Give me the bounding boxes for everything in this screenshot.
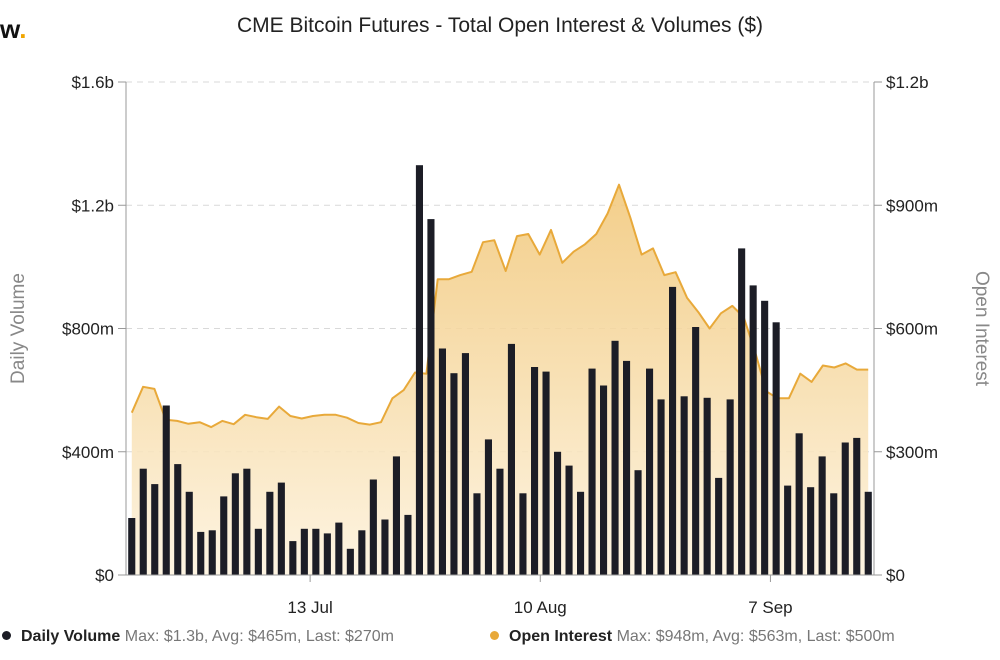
- volume-bar: [381, 519, 389, 575]
- volume-bar: [139, 468, 147, 575]
- left-tick-label: $400m: [62, 443, 114, 462]
- legend-item-daily-volume[interactable]: Daily Volume Max: $1.3b, Avg: $465m, Las…: [2, 628, 394, 646]
- volume-bar: [841, 442, 849, 575]
- volume-bar: [484, 439, 492, 575]
- volume-bar: [738, 248, 746, 575]
- brand-logo: w.: [0, 14, 27, 44]
- volume-bar: [358, 530, 366, 575]
- volume-bar: [864, 491, 872, 575]
- volume-bar: [335, 522, 343, 575]
- left-tick-label: $0: [95, 566, 114, 585]
- volume-bar: [577, 491, 585, 575]
- left-tick-label: $800m: [62, 320, 114, 339]
- volume-bar: [611, 340, 619, 575]
- volume-bar: [542, 371, 550, 575]
- volume-bar: [266, 491, 274, 575]
- volume-bar: [715, 477, 723, 575]
- left-tick-label: $1.6b: [71, 73, 114, 92]
- volume-bar: [634, 470, 642, 575]
- legend-item-open-interest[interactable]: Open Interest Max: $948m, Avg: $563m, La…: [490, 628, 895, 646]
- chart-title: CME Bitcoin Futures - Total Open Interes…: [237, 14, 763, 37]
- volume-bar: [588, 368, 596, 575]
- volume-bar: [461, 353, 469, 575]
- volume-bar: [289, 541, 297, 575]
- daily-volume-series: [128, 165, 872, 576]
- volume-bar: [657, 399, 665, 575]
- legend-dot-icon: [2, 630, 11, 640]
- legend-series-name: Open Interest: [509, 628, 613, 645]
- volume-bar: [519, 493, 527, 575]
- volume-bar: [404, 514, 412, 575]
- volume-bar: [554, 451, 562, 576]
- volume-bar: [369, 479, 377, 575]
- x-tick-label: 10 Aug: [514, 598, 567, 617]
- volume-bar: [565, 465, 573, 575]
- legend-series-stats: Max: $948m, Avg: $563m, Last: $500m: [616, 628, 895, 645]
- right-tick-label: $900m: [886, 196, 938, 215]
- left-axis-title: Daily Volume: [8, 273, 29, 384]
- volume-bar: [531, 367, 539, 575]
- volume-bar: [807, 487, 815, 575]
- volume-bar: [392, 456, 400, 575]
- volume-bar: [692, 327, 700, 575]
- x-tick-label: 13 Jul: [287, 598, 332, 617]
- legend-series-name: Daily Volume: [21, 628, 121, 645]
- volume-bar: [427, 219, 435, 575]
- volume-bar: [784, 485, 792, 575]
- volume-bar: [496, 468, 504, 575]
- volume-bar: [438, 348, 446, 575]
- axes: $0 $400m $800m $1.2b $1.6b $0 $300m $600m $900m $…: [8, 73, 992, 617]
- volume-bar: [415, 165, 423, 575]
- legend-series-stats: Max: $1.3b, Avg: $465m, Last: $270m: [124, 628, 394, 645]
- volume-bar: [243, 468, 251, 575]
- volume-bar: [830, 493, 838, 575]
- volume-bar: [128, 518, 136, 575]
- volume-bar: [772, 322, 780, 575]
- volume-bar: [761, 300, 769, 575]
- volume-bar: [312, 528, 320, 575]
- volume-bar: [277, 482, 285, 575]
- volume-bar: [600, 385, 608, 575]
- volume-bar: [795, 433, 803, 575]
- volume-bar: [853, 437, 861, 575]
- volume-bar: [473, 493, 481, 575]
- volume-bar: [623, 360, 631, 575]
- chart-legend: Daily Volume Max: $1.3b, Avg: $465m, Las…: [0, 628, 1000, 656]
- volume-bar: [185, 491, 193, 575]
- volume-bar: [646, 368, 654, 575]
- volume-bar: [323, 533, 331, 575]
- volume-bar: [231, 473, 239, 575]
- volume-bar: [346, 548, 354, 575]
- volume-bar: [507, 343, 515, 575]
- right-tick-label: $300m: [886, 443, 938, 462]
- open-interest-line: [130, 183, 869, 429]
- volume-bar: [680, 396, 688, 575]
- right-tick-label: $0: [886, 566, 905, 585]
- volume-bar: [197, 531, 205, 575]
- volume-bar: [174, 464, 182, 575]
- right-axis-title: Open Interest: [971, 271, 992, 387]
- volume-bar: [208, 530, 216, 575]
- volume-bar: [220, 496, 228, 575]
- volume-bar: [818, 456, 826, 575]
- volume-bar: [749, 285, 757, 575]
- volume-bar: [162, 405, 170, 575]
- legend-dot-icon: [490, 630, 499, 640]
- volume-bar: [703, 397, 711, 575]
- volume-bar: [669, 286, 677, 575]
- volume-bar: [151, 484, 159, 575]
- left-tick-label: $1.2b: [71, 196, 114, 215]
- x-tick-label: 7 Sep: [748, 598, 792, 617]
- right-tick-label: $600m: [886, 320, 938, 339]
- volume-bar: [450, 373, 458, 575]
- volume-bar: [726, 399, 734, 575]
- right-tick-label: $1.2b: [886, 73, 929, 92]
- volume-bar: [254, 528, 262, 575]
- volume-bar: [300, 528, 308, 575]
